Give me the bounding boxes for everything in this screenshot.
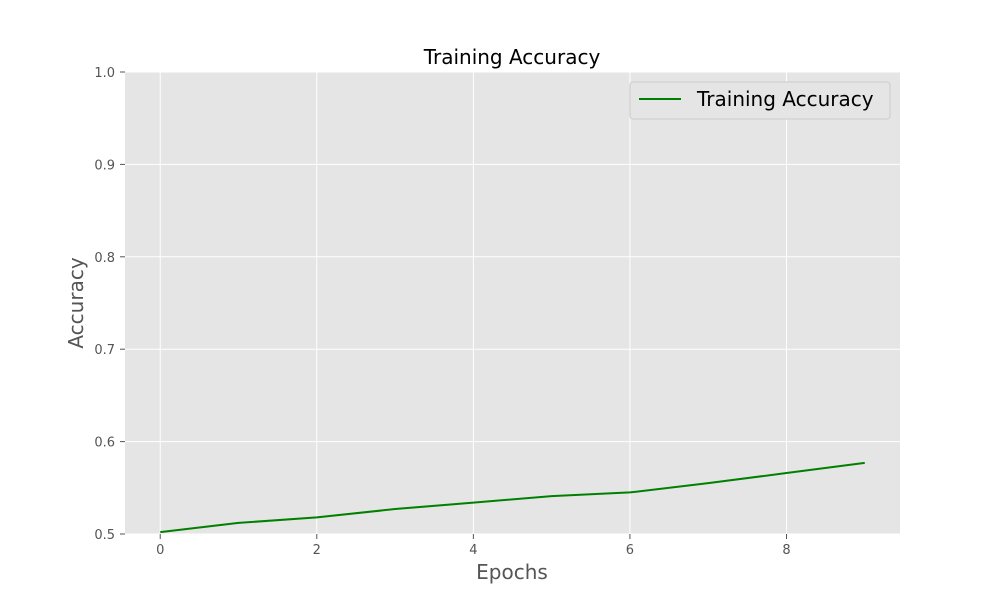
y-tick-label: 0.6 — [94, 436, 115, 451]
y-tick-label: 1.0 — [94, 66, 115, 81]
y-tick-label: 0.8 — [94, 251, 115, 266]
plot-background — [125, 72, 900, 534]
x-tick-label: 8 — [782, 543, 790, 558]
series-lines — [160, 461, 865, 534]
x-tick-label: 2 — [313, 543, 321, 558]
chart-title: Training Accuracy — [423, 45, 601, 69]
legend: Training Accuracy — [629, 81, 891, 120]
y-tick-label: 0.9 — [94, 158, 115, 173]
legend-box — [629, 81, 891, 120]
x-tick-label: 4 — [469, 543, 477, 558]
y-axis-label: Accuracy — [64, 257, 88, 348]
x-tick-label: 0 — [156, 543, 164, 558]
x-axis-label: Epochs — [476, 560, 548, 584]
y-tick-label: 0.5 — [94, 528, 115, 543]
series-line-training-accuracy — [160, 461, 865, 534]
x-tick-label: 6 — [626, 543, 634, 558]
legend-label-training-accuracy: Training Accuracy — [696, 87, 874, 111]
axis-ticks: 0 2 4 6 8 0.5 0.6 0.7 0.8 0.9 1.0 — [94, 66, 790, 558]
grid-lines — [125, 71, 900, 535]
y-tick-label: 0.7 — [94, 343, 115, 358]
